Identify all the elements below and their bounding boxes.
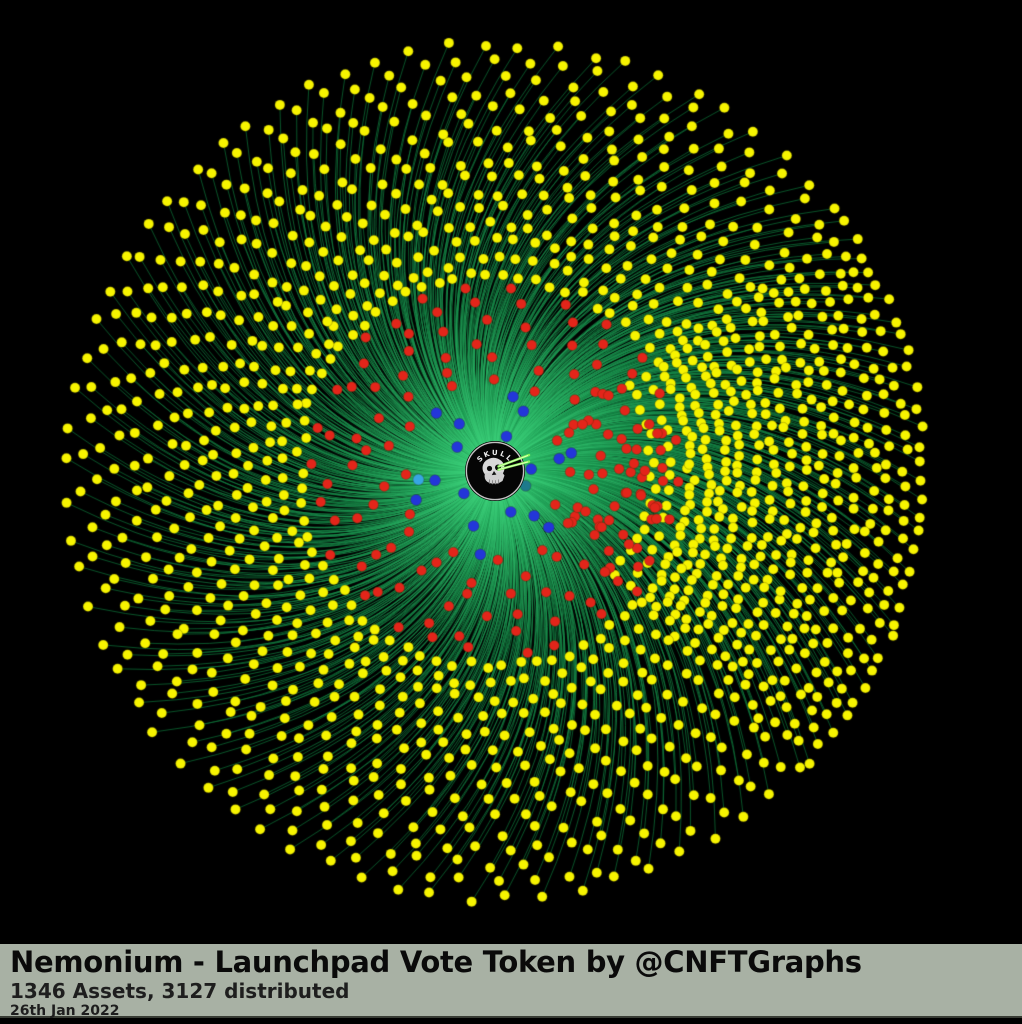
skull-art [482, 457, 505, 485]
graph-date: 26th Jan 2022 [10, 1003, 120, 1019]
caption-bar: Nemonium - Launchpad Vote Token by @CNFT… [0, 944, 1022, 1019]
graph-title: Nemonium - Launchpad Vote Token by @CNFT… [10, 945, 862, 979]
skull-icon: SKULL [465, 441, 531, 501]
graph-stats: 1346 Assets, 3127 distributed [10, 979, 350, 1003]
laser-beams-icon [497, 453, 531, 471]
center-node-skull: SKULL [465, 441, 531, 501]
